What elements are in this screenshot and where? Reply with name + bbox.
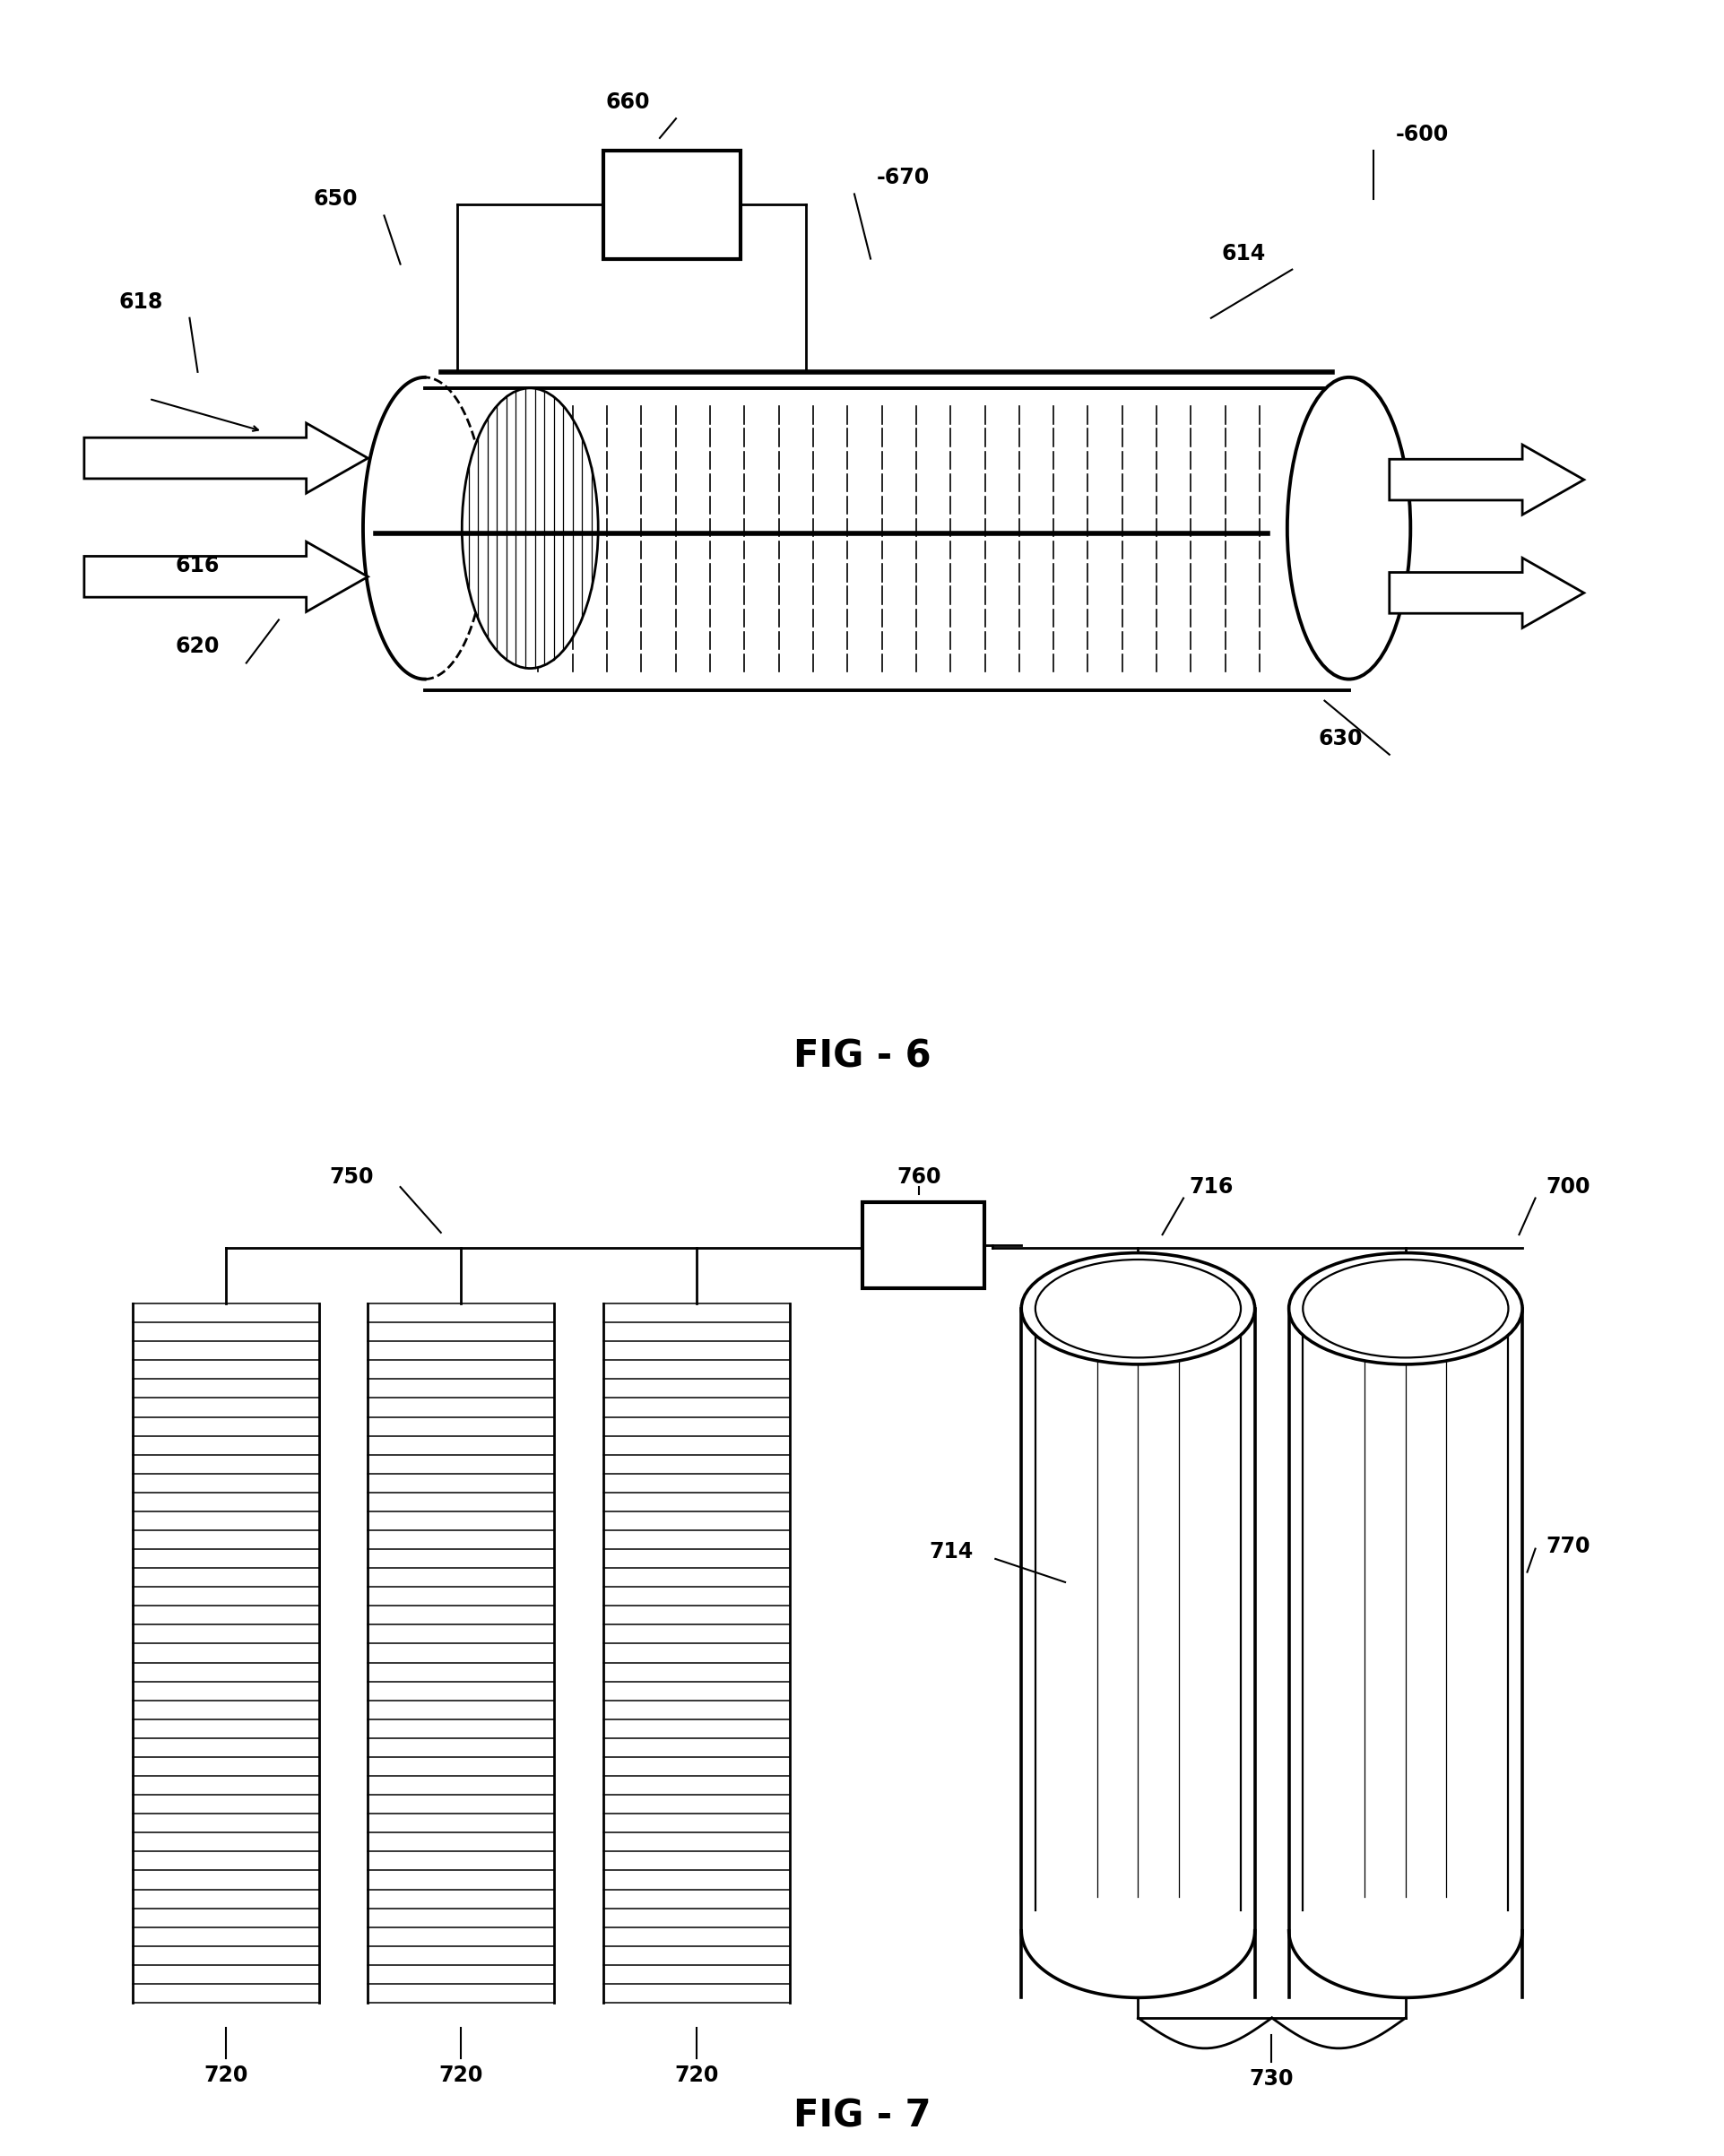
Ellipse shape (1288, 1253, 1522, 1365)
Ellipse shape (462, 388, 598, 668)
Text: FIG - 6: FIG - 6 (793, 1037, 931, 1076)
Text: 720: 720 (674, 2065, 717, 2087)
Text: 720: 720 (203, 2065, 248, 2087)
Text: 614: 614 (1221, 244, 1265, 263)
Text: FIG - 7: FIG - 7 (793, 2098, 931, 2134)
FancyArrow shape (84, 423, 367, 494)
Text: 730: 730 (1248, 2068, 1293, 2089)
Text: 750: 750 (329, 1166, 374, 1188)
Ellipse shape (1021, 1253, 1253, 1365)
Text: 660: 660 (605, 93, 650, 112)
Text: -600: -600 (1395, 125, 1448, 144)
Ellipse shape (1286, 377, 1410, 679)
Text: 650: 650 (314, 190, 357, 209)
Text: 770: 770 (1545, 1535, 1590, 1557)
Text: 630: 630 (1317, 729, 1362, 748)
FancyArrow shape (84, 541, 367, 612)
FancyArrow shape (1390, 558, 1583, 627)
Text: 716: 716 (1188, 1177, 1233, 1199)
Text: 618: 618 (119, 291, 164, 313)
Text: 714: 714 (929, 1542, 972, 1563)
Text: 700: 700 (1545, 1177, 1590, 1199)
Text: -670: -670 (876, 168, 929, 188)
Text: 760: 760 (896, 1166, 941, 1188)
Bar (603, 151, 741, 259)
Text: 616: 616 (176, 556, 219, 576)
Text: 720: 720 (440, 2065, 483, 2087)
Text: 620: 620 (176, 636, 219, 658)
FancyArrow shape (1390, 444, 1583, 515)
Bar (862, 1203, 983, 1289)
